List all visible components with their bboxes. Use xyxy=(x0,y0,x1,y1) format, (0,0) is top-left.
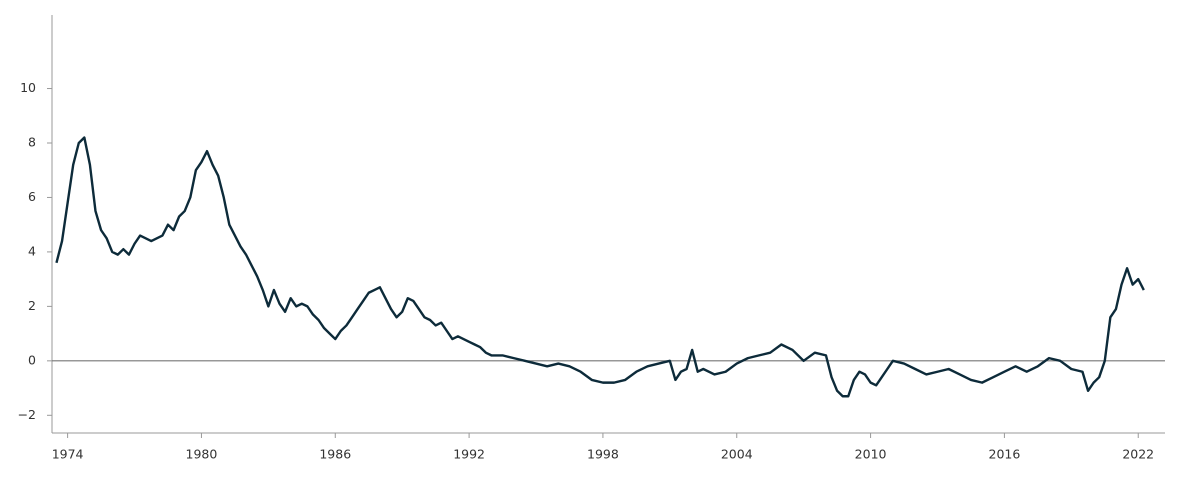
x-tick-label: 2022 xyxy=(1122,447,1154,462)
y-tick-label: 8 xyxy=(28,134,36,149)
x-tick-label: 1998 xyxy=(587,447,619,462)
y-tick-label: 10 xyxy=(20,80,36,95)
x-tick-label: 2016 xyxy=(989,447,1021,462)
y-tick-label: 0 xyxy=(28,352,36,367)
x-tick-label: 2004 xyxy=(721,447,753,462)
x-tick-label: 1974 xyxy=(52,447,84,462)
y-tick-label: 2 xyxy=(28,298,36,313)
x-tick-label: 1992 xyxy=(453,447,485,462)
x-tick-label: 2010 xyxy=(855,447,887,462)
data-line xyxy=(55,136,1145,398)
x-tick-label: 1986 xyxy=(319,447,351,462)
y-tick-label: 4 xyxy=(28,243,36,258)
y-tick-label: −2 xyxy=(18,407,36,422)
x-tick-label: 1980 xyxy=(186,447,218,462)
y-tick-label: 6 xyxy=(28,189,36,204)
